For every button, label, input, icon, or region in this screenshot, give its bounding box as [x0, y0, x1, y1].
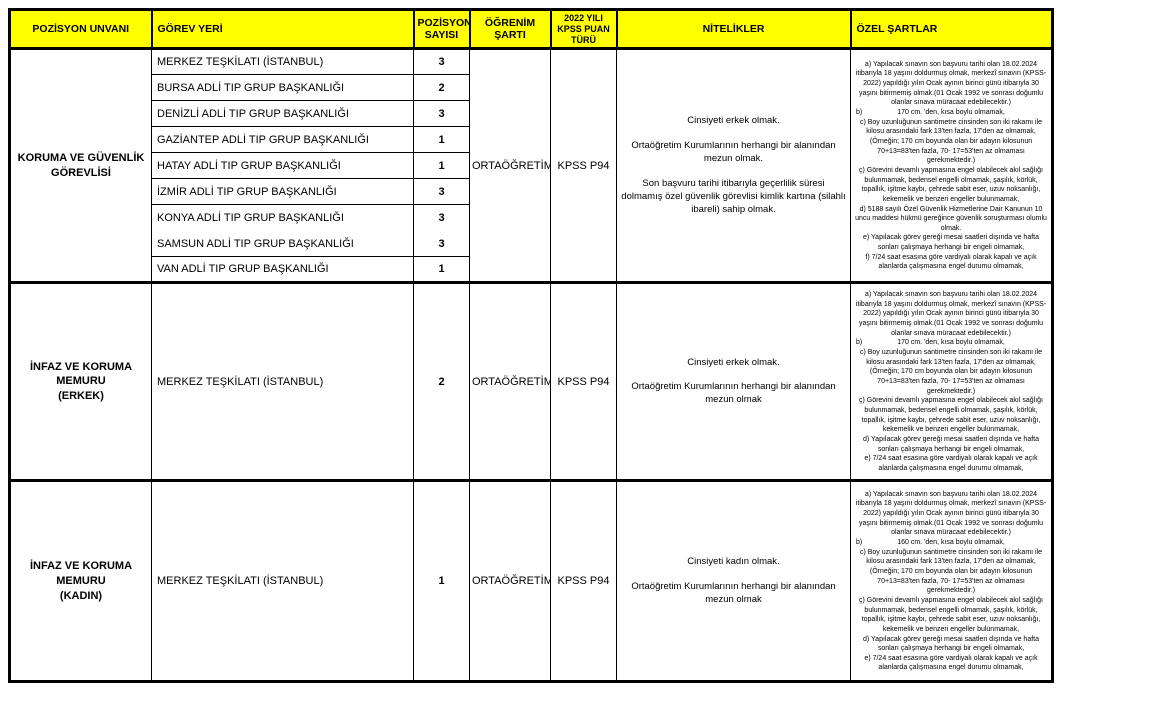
special-item-a: a) Yapılacak sınavın son başvuru tarihi … — [855, 490, 1047, 537]
duty-location-cell: MERKEZ TEŞKİLATI (İSTANBUL) — [151, 479, 414, 683]
position-count-cell: 3 — [413, 47, 470, 76]
position-count-cell: 3 — [413, 204, 470, 232]
special-item-cc: ç) Görevini devamlı yapmasına engel olab… — [858, 166, 1044, 203]
special-item-e: e) Yapılacak görev gereği mesai saatleri… — [862, 234, 1039, 252]
special-item-b-marker: b) — [856, 538, 863, 546]
position-count-cell: 2 — [413, 281, 470, 482]
qualifications-cell: Cinsiyeti erkek olmak. Ortaöğretim Kurum… — [616, 47, 851, 284]
position-title-cell: İNFAZ VE KORUMA MEMURU (KADIN) — [9, 479, 152, 683]
education-cell: ORTAÖĞRETİM — [469, 281, 551, 482]
qualification-line: Ortaöğretim Kurumlarının herhangi bir al… — [631, 381, 836, 406]
table-row: KONYA ADLİ TIP GRUP BAŞKANLIĞI 3 — [10, 204, 1053, 232]
position-count-cell: 3 — [413, 100, 470, 128]
duty-location-cell: HATAY ADLİ TIP GRUP BAŞKANLIĞI — [151, 152, 414, 180]
special-item-b-marker: b) — [856, 108, 863, 116]
special-item-cc: ç) Görevini devamlı yapmasına engel olab… — [858, 596, 1044, 633]
header-qualifications: NİTELİKLER — [615, 8, 852, 50]
position-count-cell: 3 — [413, 178, 470, 206]
table-row: BURSA ADLİ TIP GRUP BAŞKANLIĞI 2 — [10, 74, 1053, 102]
kpss-cell: KPSS P94 — [550, 281, 617, 482]
special-item-c: c) Boy uzunluğunun santimetre cinsinden … — [859, 118, 1043, 165]
education-cell: ORTAÖĞRETİM — [469, 47, 551, 284]
duty-location-cell: İZMİR ADLİ TIP GRUP BAŞKANLIĞI — [151, 178, 414, 206]
qualification-line: Cinsiyeti erkek olmak. — [687, 115, 780, 127]
qualification-line: Son başvuru tarihi itibarıyla geçerlilik… — [621, 177, 846, 215]
header-position-count: POZİSYON SAYISI — [412, 8, 471, 50]
header-kpss-score-type: 2022 YILI KPSS PUAN TÜRÜ — [549, 8, 618, 50]
duty-location-cell: DENİZLİ ADLİ TIP GRUP BAŞKANLIĞI — [151, 100, 414, 128]
special-item-b: b) 160 cm. 'den, kısa boylu olmamak, — [855, 538, 1047, 548]
header-duty-location: GÖREV YERİ — [150, 8, 415, 50]
qualification-line: Cinsiyeti kadın olmak. — [687, 556, 780, 568]
special-item-c: c) Boy uzunluğunun santimetre cinsinden … — [859, 548, 1043, 595]
duty-location-cell: SAMSUN ADLİ TIP GRUP BAŞKANLIĞI — [151, 230, 414, 258]
special-item-b-text: 170 cm. 'den, kısa boylu olmamak, — [897, 339, 1005, 347]
duty-location-cell: KONYA ADLİ TIP GRUP BAŞKANLIĞI — [151, 204, 414, 232]
duty-location-cell: BURSA ADLİ TIP GRUP BAŞKANLIĞI — [151, 74, 414, 102]
position-count-cell: 1 — [413, 479, 470, 683]
header-row: POZİSYON UNVANI GÖREV YERİ POZİSYON SAYI… — [8, 8, 1054, 50]
qualifications-cell: Cinsiyeti erkek olmak. Ortaöğretim Kurum… — [616, 281, 851, 482]
special-item-cc: ç) Görevini devamlı yapmasına engel olab… — [858, 397, 1044, 434]
duty-location-cell: VAN ADLİ TIP GRUP BAŞKANLIĞI — [151, 256, 414, 284]
table-row: VAN ADLİ TIP GRUP BAŞKANLIĞI 1 — [10, 256, 1053, 284]
position-count-cell: 2 — [413, 74, 470, 102]
qualification-line: Ortaöğretim Kurumlarının herhangi bir al… — [631, 140, 836, 165]
qualification-line: Ortaöğretim Kurumlarının herhangi bir al… — [631, 580, 836, 605]
position-count-cell: 1 — [413, 256, 470, 284]
header-position-title: POZİSYON UNVANI — [8, 8, 153, 50]
education-cell: ORTAÖĞRETİM — [469, 479, 551, 683]
table-row: İNFAZ VE KORUMA MEMURU (ERKEK) MERKEZ TE… — [9, 281, 1053, 482]
duty-location-cell: MERKEZ TEŞKİLATI (İSTANBUL) — [151, 281, 414, 482]
kpss-cell: KPSS P94 — [550, 479, 617, 683]
table-row: İNFAZ VE KORUMA MEMURU (KADIN) MERKEZ TE… — [9, 479, 1053, 683]
special-item-d: d) Yapılacak görev gereği mesai saatleri… — [862, 436, 1039, 453]
position-count-cell: 3 — [413, 230, 470, 258]
special-item-b-text: 170 cm. 'den, kısa boylu olmamak, — [897, 108, 1005, 116]
header-education-requirement: ÖĞRENİM ŞARTI — [468, 8, 552, 50]
table-row: İZMİR ADLİ TIP GRUP BAŞKANLIĞI 3 — [10, 178, 1053, 206]
special-conditions-cell: a) Yapılacak sınavın son başvuru tarihi … — [850, 281, 1053, 482]
table-row: GAZİANTEP ADLİ TIP GRUP BAŞKANLIĞI 1 — [10, 126, 1053, 154]
position-count-cell: 1 — [413, 152, 470, 180]
special-conditions-cell: a) Yapılacak sınavın son başvuru tarihi … — [850, 47, 1053, 284]
special-item-b-marker: b) — [856, 339, 863, 347]
position-title-cell: İNFAZ VE KORUMA MEMURU (ERKEK) — [9, 281, 152, 482]
qualification-line: Cinsiyeti erkek olmak. — [687, 356, 780, 368]
special-item-b: b) 170 cm. 'den, kısa boylu olmamak, — [855, 338, 1047, 348]
job-positions-table: POZİSYON UNVANI GÖREV YERİ POZİSYON SAYI… — [8, 8, 1054, 684]
kpss-cell: KPSS P94 — [550, 47, 617, 284]
special-item-f: f) 7/24 saat esasına göre vardiyalı olar… — [865, 253, 1037, 271]
special-item-a: a) Yapılacak sınavın son başvuru tarihi … — [855, 291, 1047, 337]
qualifications-cell: Cinsiyeti kadın olmak. Ortaöğretim Kurum… — [616, 479, 851, 683]
special-item-c: c) Boy uzunluğunun santimetre cinsinden … — [859, 349, 1043, 395]
special-conditions-cell: a) Yapılacak sınavın son başvuru tarihi … — [850, 479, 1053, 683]
special-item-b-text: 160 cm. 'den, kısa boylu olmamak, — [897, 538, 1005, 546]
special-item-b: b) 170 cm. 'den, kısa boylu olmamak, — [855, 108, 1047, 118]
special-item-a: a) Yapılacak sınavın son başvuru tarihi … — [855, 60, 1047, 107]
header-special-conditions: ÖZEL ŞARTLAR — [849, 8, 1054, 50]
table-row: KORUMA VE GÜVENLİK GÖREVLİSİ MERKEZ TEŞK… — [9, 47, 1053, 284]
special-item-e: e) 7/24 saat esasına göre vardiyalı olar… — [864, 455, 1038, 472]
duty-location-cell: MERKEZ TEŞKİLATI (İSTANBUL) — [151, 47, 414, 76]
special-item-e: e) 7/24 saat esasına göre vardiyalı olar… — [864, 654, 1038, 672]
position-title-cell: KORUMA VE GÜVENLİK GÖREVLİSİ — [9, 47, 152, 284]
special-item-d: d) 5188 sayılı Özel Güvenlik Hizmetlerin… — [855, 205, 1047, 232]
special-item-d: d) Yapılacak görev gereği mesai saatleri… — [862, 635, 1039, 653]
position-count-cell: 1 — [413, 126, 470, 154]
duty-location-cell: GAZİANTEP ADLİ TIP GRUP BAŞKANLIĞI — [151, 126, 414, 154]
